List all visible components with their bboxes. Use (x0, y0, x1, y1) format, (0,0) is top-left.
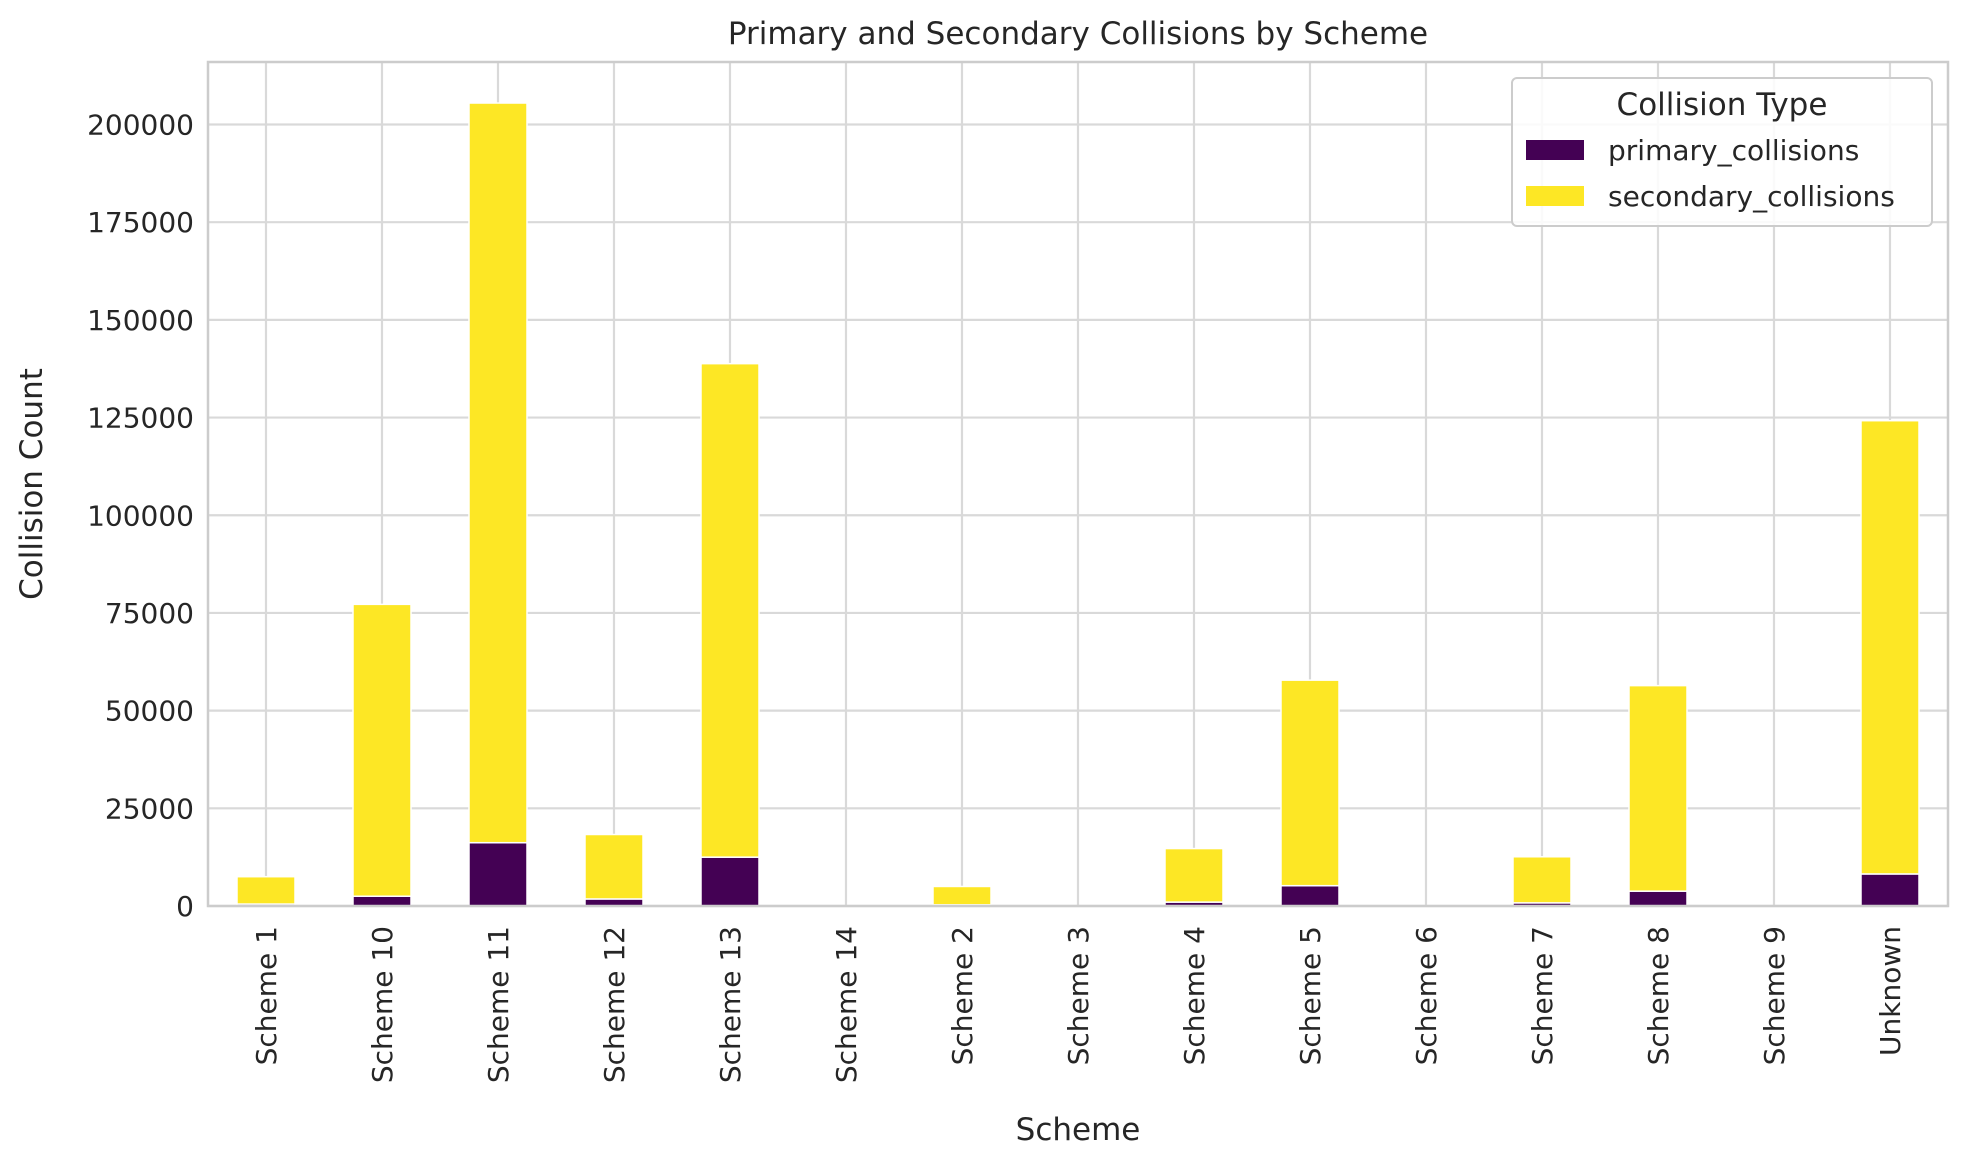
bar-primary_collisions (468, 841, 528, 907)
x-tick-label: Scheme 3 (1062, 926, 1095, 1065)
bar-secondary_collisions (932, 885, 992, 906)
x-tick-label: Scheme 12 (598, 926, 631, 1083)
x-tick-label: Scheme 2 (946, 926, 979, 1065)
legend-items: primary_collisions secondary_collisions (1526, 134, 1895, 213)
legend-label: primary_collisions (1608, 134, 1859, 167)
bar-primary_collisions (1280, 884, 1340, 907)
legend-swatch (1526, 186, 1584, 206)
y-tick-label: 75000 (105, 597, 194, 630)
legend-swatch (1526, 140, 1584, 160)
bar-primary_collisions (352, 895, 412, 907)
y-axis-title: Collision Count (14, 368, 50, 600)
bar-layer (236, 102, 1920, 907)
bar-secondary_collisions (1860, 419, 1920, 875)
x-tick-label: Scheme 11 (482, 926, 515, 1083)
x-tick-label: Scheme 1 (250, 926, 283, 1065)
x-tick-label: Scheme 9 (1758, 926, 1791, 1065)
x-tick-label: Scheme 14 (830, 926, 863, 1083)
y-tick-label: 200000 (87, 109, 194, 142)
bar-primary_collisions (1860, 873, 1920, 907)
y-tick-label: 50000 (105, 695, 194, 728)
bar-secondary_collisions (352, 603, 412, 897)
x-axis-title: Scheme (1016, 1112, 1141, 1148)
legend-label: secondary_collisions (1608, 180, 1895, 213)
x-tick-label: Scheme 6 (1410, 926, 1443, 1065)
legend-title: Collision Type (1617, 87, 1828, 123)
x-tick-labels: Scheme 1 Scheme 10 Scheme 11 Scheme 12 Schem… (250, 926, 1907, 1083)
legend: Collision Type primary_collisionsseconda… (1511, 77, 1933, 227)
y-tick-labels: 0 25000 50000 75000 100000 125000 150000 175000… (87, 109, 194, 923)
bar-secondary_collisions (236, 875, 296, 905)
y-tick-label: 150000 (87, 304, 194, 337)
bar-secondary_collisions (1280, 679, 1340, 887)
x-tick-label: Unknown (1874, 926, 1907, 1056)
bar-primary_collisions (1628, 890, 1688, 907)
y-tick-label: 100000 (87, 499, 194, 532)
x-tick-label: Scheme 10 (366, 926, 399, 1083)
x-tick-label: Scheme 8 (1642, 926, 1675, 1065)
x-tick-label: Scheme 5 (1294, 926, 1327, 1065)
bar-secondary_collisions (468, 102, 528, 844)
x-tick-label: Scheme 13 (714, 926, 747, 1083)
bar-secondary_collisions (700, 362, 760, 858)
legend-box (1511, 77, 1933, 227)
bar-secondary_collisions (584, 833, 644, 900)
x-tick-label: Scheme 7 (1526, 926, 1559, 1065)
bar-secondary_collisions (1164, 847, 1224, 903)
bar-secondary_collisions (1628, 684, 1688, 892)
chart-title: Primary and Secondary Collisions by Sche… (728, 16, 1428, 52)
y-tick-label: 25000 (105, 792, 194, 825)
y-tick-label: 125000 (87, 402, 194, 435)
y-tick-label: 0 (176, 890, 194, 923)
bar-primary_collisions (700, 856, 760, 907)
bar-secondary_collisions (1512, 856, 1572, 904)
plot-frame (206, 60, 1950, 908)
x-tick-label: Scheme 4 (1178, 926, 1211, 1065)
y-tick-label: 175000 (87, 206, 194, 239)
